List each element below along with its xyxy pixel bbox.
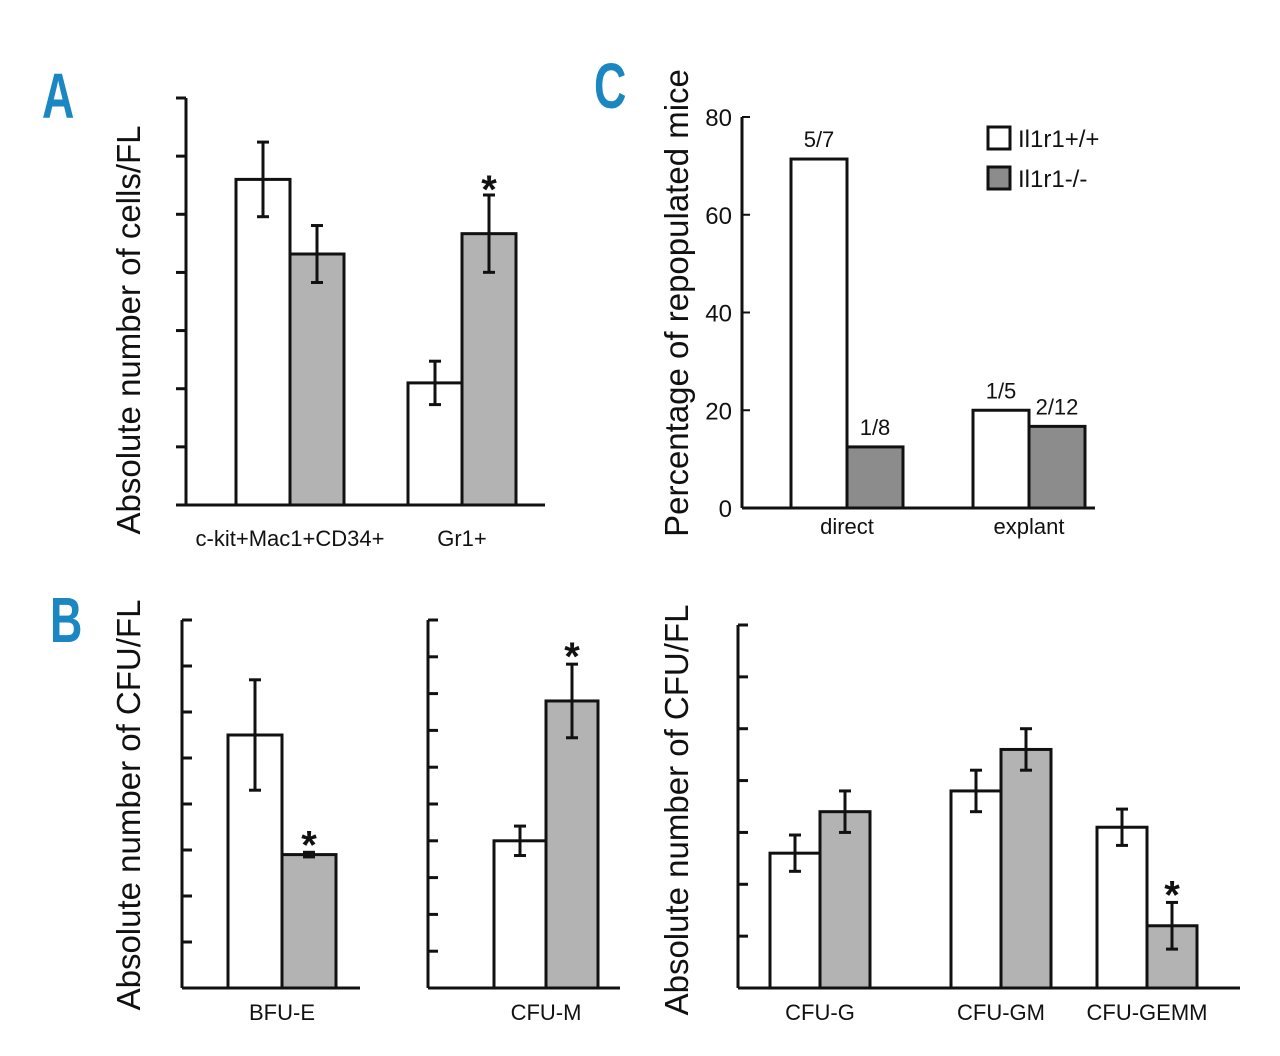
bar-il1r1-wt — [234, 177, 292, 507]
x-tick-label: CFU-G — [785, 1000, 855, 1025]
x-tick-label: BFU-E — [249, 1000, 315, 1025]
data-label: 1/8 — [860, 415, 891, 440]
x-tick-label: Gr1+ — [437, 526, 487, 551]
x-tick-label: explant — [994, 514, 1065, 539]
legend-swatch-ko — [986, 165, 1012, 191]
bar-il1r1-ko — [544, 699, 600, 990]
bar-il1r1-wt — [1095, 825, 1149, 990]
bar-il1r1-ko — [460, 232, 518, 507]
panel-b-bfu-e: B Absolute number of CFU/FL BFU-E * — [50, 584, 360, 1025]
panel-b-cfu-multi: Absolute number of CFU/FL CFU-G CFU-GM CFU-… — [658, 605, 1240, 1025]
significance-star: * — [564, 635, 580, 679]
panel-letter: C — [594, 50, 626, 122]
bar-il1r1-ko — [280, 853, 338, 990]
bar-il1r1-wt — [406, 381, 464, 507]
bar-il1r1-ko — [1027, 424, 1087, 510]
bar-il1r1-wt — [492, 839, 548, 990]
bar-il1r1-wt — [949, 789, 1003, 990]
y-tick-label: 80 — [705, 105, 732, 132]
panel-b-cfu-m: CFU-M * — [426, 618, 620, 1025]
y-axis-label: Absolute number of CFU/FL — [110, 600, 147, 1011]
bar-il1r1-wt — [971, 408, 1031, 510]
legend-swatch-wt — [986, 125, 1012, 151]
bar-il1r1-ko — [288, 252, 346, 507]
significance-star: * — [1164, 873, 1180, 917]
significance-star: * — [301, 823, 317, 867]
significance-star: * — [481, 168, 497, 212]
panel-letter: B — [50, 584, 82, 656]
panel-letter: A — [42, 60, 74, 132]
bar-il1r1-ko — [999, 747, 1053, 990]
legend-label: Il1r1-/- — [1018, 166, 1087, 193]
legend-label: Il1r1+/+ — [1018, 126, 1099, 153]
x-tick-label: c-kit+Mac1+CD34+ — [196, 526, 385, 551]
bar-il1r1-ko — [818, 810, 872, 990]
bar-il1r1-wt — [768, 851, 822, 990]
panel-c: C 0 20 40 60 80 Percentage of repopulated mice… — [594, 50, 1099, 539]
y-axis-label: Absolute number of cells/FL — [110, 125, 147, 534]
data-label: 1/5 — [986, 378, 1017, 403]
data-label: 2/12 — [1036, 394, 1079, 419]
panel-a: A Absolute number of cells/FL c-kit+Mac1+C… — [42, 60, 545, 551]
y-tick-label: 40 — [705, 301, 732, 328]
bar-il1r1-ko — [1145, 924, 1199, 990]
x-tick-label: direct — [820, 514, 874, 539]
x-tick-label: CFU-GEMM — [1087, 1000, 1208, 1025]
y-tick-label: 20 — [705, 398, 732, 425]
y-tick-label: 60 — [705, 203, 732, 230]
data-label: 5/7 — [804, 127, 835, 152]
bar-il1r1-wt — [789, 157, 849, 510]
y-tick-label: 0 — [719, 496, 732, 523]
x-tick-label: CFU-GM — [957, 1000, 1045, 1025]
y-axis-label: Absolute number of CFU/FL — [658, 605, 695, 1016]
y-axis-label: Percentage of repopulated mice — [658, 69, 695, 537]
bar-il1r1-ko — [845, 445, 905, 510]
x-tick-label: CFU-M — [511, 1000, 582, 1025]
